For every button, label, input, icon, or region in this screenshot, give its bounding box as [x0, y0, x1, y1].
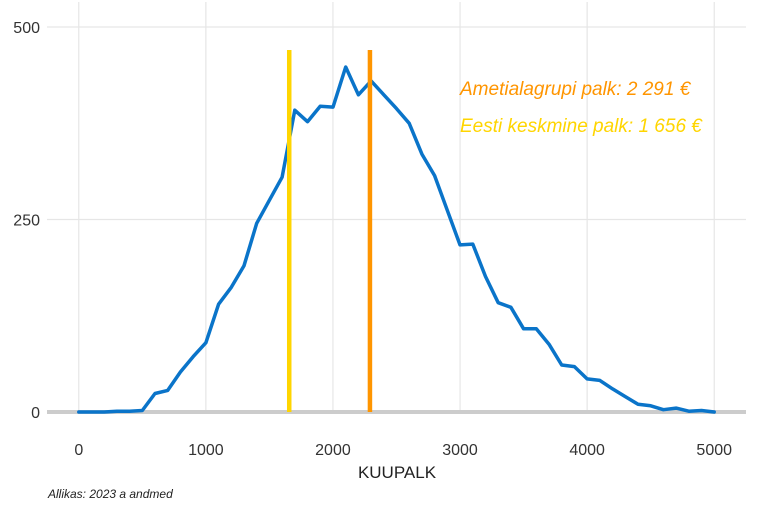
x-tick-label: 5000 [696, 442, 732, 459]
x-tick-label: 3000 [442, 442, 478, 459]
annotations: Ametialagrupi palk: 2 291 € Eesti keskmin… [459, 79, 703, 137]
y-tick-label: 0 [31, 405, 40, 422]
reference-line-label: Eesti keskmine palk: 1 656 € [460, 116, 703, 137]
x-tick-labels: 0 1000 2000 3000 4000 5000 [74, 442, 732, 459]
x-axis-title: KUUPALK [358, 463, 437, 482]
y-tick-label: 250 [13, 213, 40, 230]
x-tick-label: 0 [74, 442, 83, 459]
x-tick-label: 4000 [569, 442, 605, 459]
x-tick-label: 2000 [315, 442, 351, 459]
series-line [77, 65, 716, 414]
series-layer [77, 65, 716, 414]
x-tick-label: 1000 [188, 442, 224, 459]
y-tick-labels: 0 250 500 [13, 20, 40, 422]
reference-line-label: Ametialagrupi palk: 2 291 € [459, 79, 692, 100]
reference-lines [286, 50, 373, 412]
grid-lines [47, 2, 746, 412]
source-note: Allikas: 2023 a andmed [48, 487, 173, 501]
y-tick-label: 500 [13, 20, 40, 37]
